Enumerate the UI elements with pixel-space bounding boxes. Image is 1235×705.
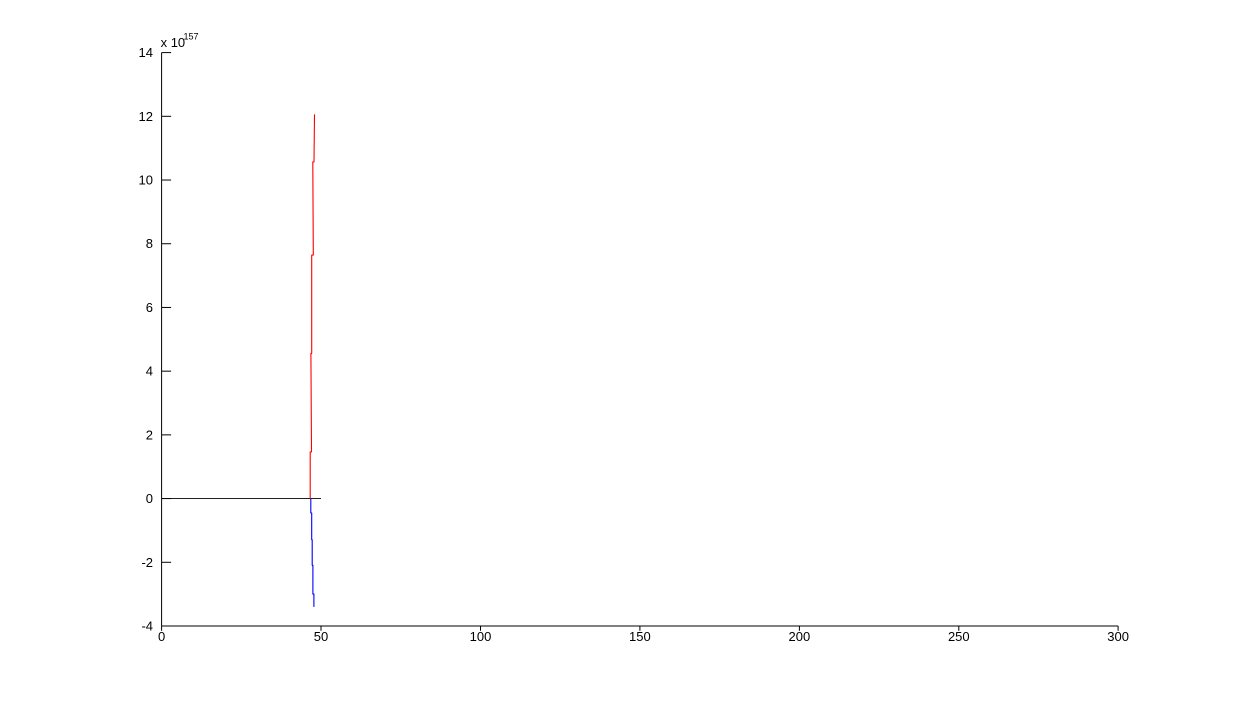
svg-text:x 10: x 10 <box>161 35 186 50</box>
svg-text:14: 14 <box>139 45 153 60</box>
svg-text:50: 50 <box>314 629 328 644</box>
svg-text:4: 4 <box>146 364 153 379</box>
svg-text:0: 0 <box>158 629 165 644</box>
svg-text:2: 2 <box>146 427 153 442</box>
svg-text:8: 8 <box>146 236 153 251</box>
svg-text:300: 300 <box>1107 629 1129 644</box>
svg-text:150: 150 <box>629 629 651 644</box>
svg-text:200: 200 <box>789 629 811 644</box>
svg-text:-2: -2 <box>141 555 153 570</box>
svg-text:-4: -4 <box>141 619 153 634</box>
svg-text:6: 6 <box>146 300 153 315</box>
svg-text:10: 10 <box>139 173 153 188</box>
svg-text:250: 250 <box>948 629 970 644</box>
svg-text:100: 100 <box>470 629 492 644</box>
svg-text:0: 0 <box>146 491 153 506</box>
svg-text:12: 12 <box>139 109 153 124</box>
svg-text:157: 157 <box>184 32 199 42</box>
